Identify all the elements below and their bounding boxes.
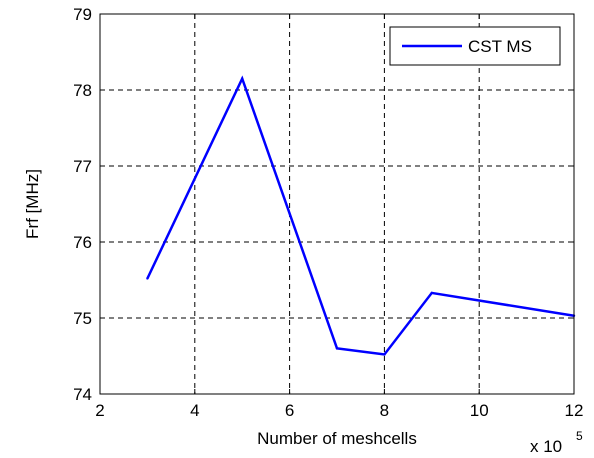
data-point	[383, 353, 386, 356]
series-line	[146, 75, 575, 356]
legend: CST MS	[389, 26, 561, 66]
plot-area	[100, 14, 574, 394]
x-multiplier-exponent: 5	[576, 429, 583, 443]
grid	[100, 14, 574, 394]
data-point	[430, 291, 433, 295]
tick-labels: 2 4 6 8 10 12 74 75 76 77 78 79	[73, 5, 583, 420]
y-axis-label: Frf [MHz]	[23, 169, 42, 239]
x-tick-label: 8	[380, 401, 389, 420]
plot-frame	[99, 13, 575, 395]
x-tick-label: 2	[95, 401, 104, 420]
y-tick-label: 78	[73, 81, 92, 100]
ticks	[99, 13, 575, 395]
series-layer	[146, 75, 576, 356]
data-point	[335, 347, 339, 350]
legend-label: CST MS	[468, 37, 532, 56]
x-tick-label: 4	[190, 401, 199, 420]
x-tick-label: 12	[565, 401, 584, 420]
x-tick-label: 10	[470, 401, 489, 420]
y-tick-label: 79	[73, 5, 92, 24]
data-point	[146, 277, 149, 280]
x-tick-label: 6	[285, 401, 294, 420]
y-tick-label: 74	[73, 385, 92, 404]
x-axis-label: Number of meshcells	[257, 429, 417, 448]
x-multiplier: x 10 5	[530, 429, 583, 456]
y-tick-label: 75	[73, 309, 92, 328]
data-point	[241, 77, 244, 80]
y-tick-label: 77	[73, 157, 92, 176]
x-multiplier-base: x 10	[530, 437, 562, 456]
y-tick-label: 76	[73, 233, 92, 252]
